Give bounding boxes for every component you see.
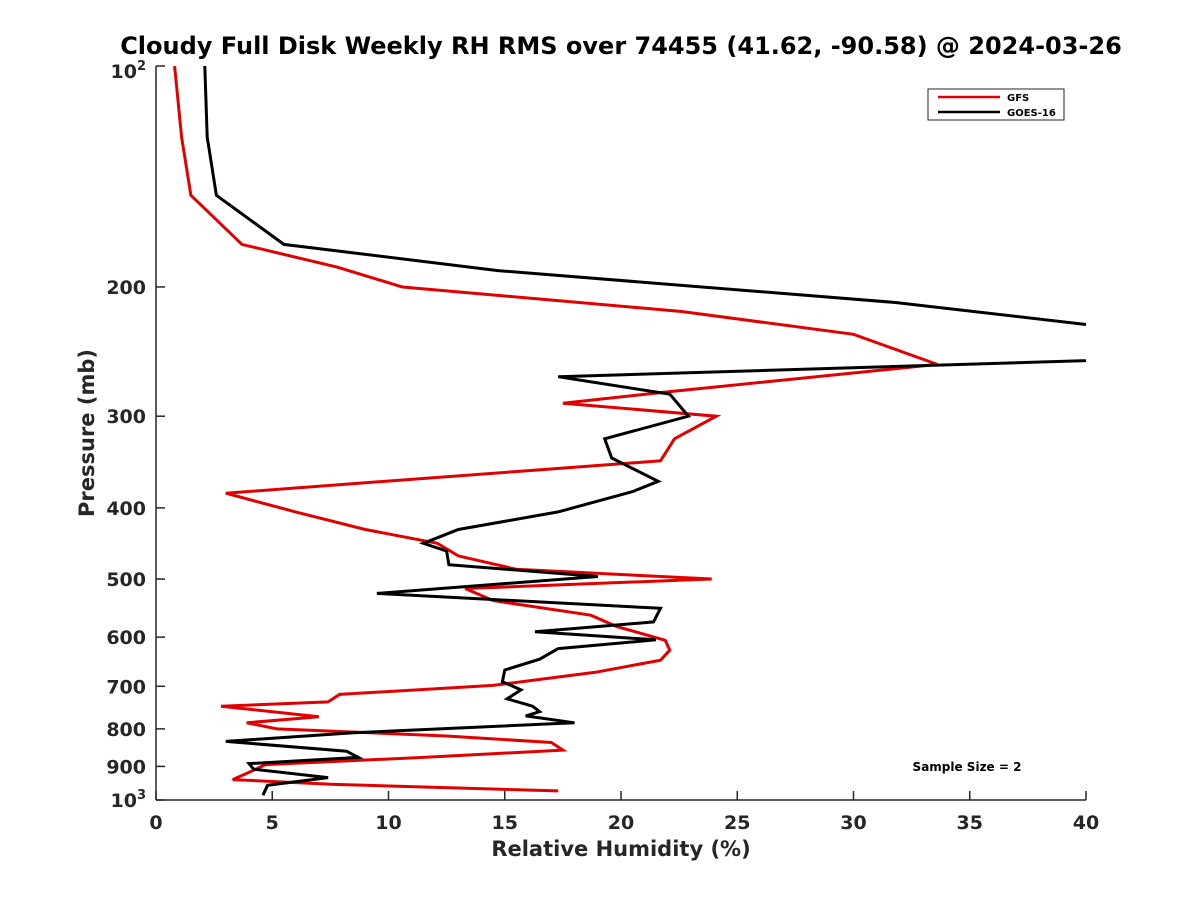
x-ticks: 0 5 10 15 20 25 30 35 40 bbox=[149, 791, 1099, 834]
sample-size-annotation: Sample Size = 2 bbox=[913, 760, 1022, 774]
y-tick-label: 700 bbox=[106, 676, 146, 698]
y-axis-label: Pressure (mb) bbox=[75, 349, 99, 517]
series-line-gfs bbox=[173, 66, 938, 793]
x-tick-label: 15 bbox=[492, 812, 518, 834]
legend: GFS GOES-16 bbox=[927, 88, 1065, 121]
x-tick-label: 20 bbox=[608, 812, 634, 834]
legend-entries: GFS GOES-16 bbox=[938, 93, 1056, 119]
legend-box bbox=[927, 88, 1065, 121]
series-group bbox=[173, 66, 1086, 796]
y-tick-label: 900 bbox=[106, 756, 146, 778]
plot-area: 0 5 10 15 20 25 30 35 40 21020030040050060070080… bbox=[106, 59, 1099, 834]
y-tick-superscript: 3 bbox=[137, 788, 146, 803]
x-tick-label: 0 bbox=[149, 812, 162, 834]
x-tick-label: 10 bbox=[375, 812, 401, 834]
y-tick-label: 800 bbox=[106, 719, 146, 741]
x-tick-label: 40 bbox=[1073, 812, 1099, 834]
y-tick-label: 10 bbox=[111, 790, 137, 812]
y-tick-label: 500 bbox=[106, 569, 146, 591]
y-tick-label: 10 bbox=[111, 61, 137, 83]
y-tick-label: 400 bbox=[106, 498, 146, 520]
x-tick-label: 35 bbox=[957, 812, 983, 834]
x-tick-label: 25 bbox=[724, 812, 750, 834]
y-tick-label: 200 bbox=[106, 277, 146, 299]
y-tick-superscript: 2 bbox=[137, 59, 146, 74]
series-line-goes-16 bbox=[203, 66, 1086, 796]
x-tick-label: 5 bbox=[266, 812, 279, 834]
y-tick-label: 600 bbox=[106, 627, 146, 649]
x-axis-label: Relative Humidity (%) bbox=[491, 837, 750, 861]
y-tick-label: 300 bbox=[106, 406, 146, 428]
chart-title: Cloudy Full Disk Weekly RH RMS over 7445… bbox=[120, 32, 1122, 60]
legend-label: GOES-16 bbox=[1007, 108, 1056, 119]
x-tick-label: 30 bbox=[840, 812, 866, 834]
legend-label: GFS bbox=[1007, 93, 1029, 104]
